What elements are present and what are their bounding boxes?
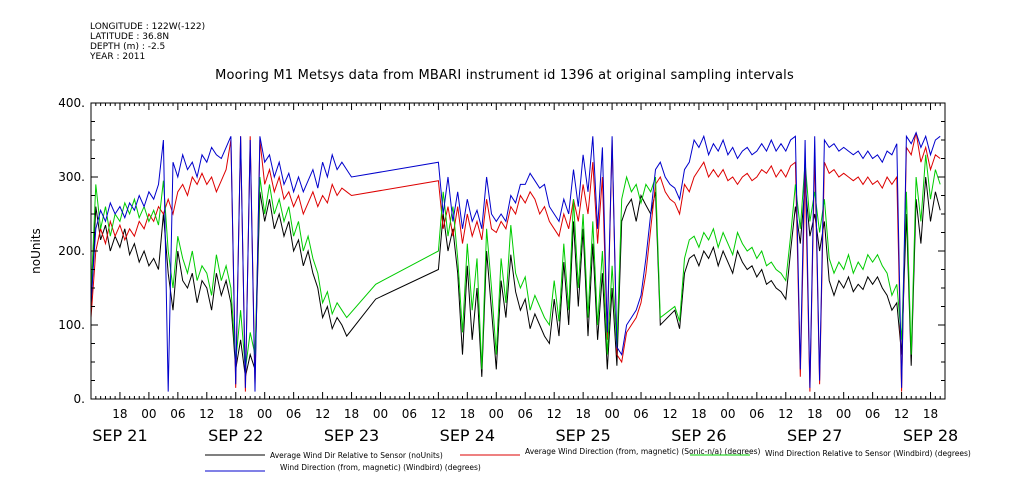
longitude-label: LONGITUDE : 122W(-122) [90,22,206,32]
x-tick-label: 18 [344,407,359,421]
x-tick-label: 00 [257,407,272,421]
x-tick-label: 06 [865,407,880,421]
x-tick-label: 18 [691,407,706,421]
x-tick-label: 12 [547,407,562,421]
x-tick-label: 00 [141,407,156,421]
year-label: YEAR : 2011 [90,52,146,62]
x-tick-label: 12 [894,407,909,421]
legend-label-4: Wind Direction (from, magnetic) (Windbir… [280,463,481,472]
x-tick-label: 12 [778,407,793,421]
legend-label-2: Average Wind Direction (from, magnetic) … [525,447,761,456]
x-tick-label: 18 [228,407,243,421]
x-tick-label: 06 [749,407,764,421]
x-day-label: SEP 24 [440,426,495,445]
y-tick-label: 100. [58,318,85,332]
series-layer [90,131,941,392]
x-tick-label: 18 [460,407,475,421]
chart-title: Mooring M1 Metsys data from MBARI instru… [215,68,794,83]
legend-layer: Average Wind Dir Relative to Sensor (noU… [205,447,971,472]
x-tick-label: 18 [575,407,590,421]
x-day-label: SEP 21 [92,426,147,445]
x-day-label: SEP 22 [208,426,263,445]
x-tick-label: 06 [402,407,417,421]
x-tick-label: 18 [112,407,127,421]
x-tick-label: 00 [836,407,851,421]
x-tick-label: 12 [199,407,214,421]
x-tick-label: 12 [431,407,446,421]
x-tick-label: 06 [286,407,301,421]
station-metadata: LONGITUDE : 122W(-122) LATITUDE : 36.8N … [90,22,205,62]
x-tick-label: 18 [807,407,822,421]
y-tick-label: 400. [58,96,85,110]
y-axis-label: noUnits [29,228,43,274]
x-day-label: SEP 27 [787,426,842,445]
x-day-label: SEP 26 [671,426,726,445]
x-tick-label: 00 [604,407,619,421]
series-line-2 [90,132,941,392]
series-line-1 [90,176,941,377]
x-day-label: SEP 28 [903,426,958,445]
x-tick-label: 18 [923,407,938,421]
x-tick-label: 00 [373,407,388,421]
x-tick-label: 00 [720,407,735,421]
x-tick-label: 12 [315,407,330,421]
axes-layer: 0. 100. 200. 300. 400. noUnits 18 00 06 12 18 00 06 1… [29,96,958,445]
x-tick-label: 12 [662,407,677,421]
x-tick-label: 00 [489,407,504,421]
legend-label-1: Average Wind Dir Relative to Sensor (noU… [270,451,443,460]
x-tick-label: 06 [170,407,185,421]
legend-label-3: Wind Direction Relative to Sensor (Windb… [765,449,971,458]
depth-label: DEPTH (m) : -2.5 [90,42,166,52]
x-tick-label: 06 [518,407,533,421]
y-tick-label: 300. [58,170,85,184]
x-tick-label: 06 [633,407,648,421]
y-tick-label: 200. [58,244,85,258]
y-tick-label: 0. [74,392,85,406]
latitude-label: LATITUDE : 36.8N [90,32,170,42]
x-day-label: SEP 25 [555,426,610,445]
x-day-label: SEP 23 [324,426,379,445]
series-line-4 [90,131,941,392]
